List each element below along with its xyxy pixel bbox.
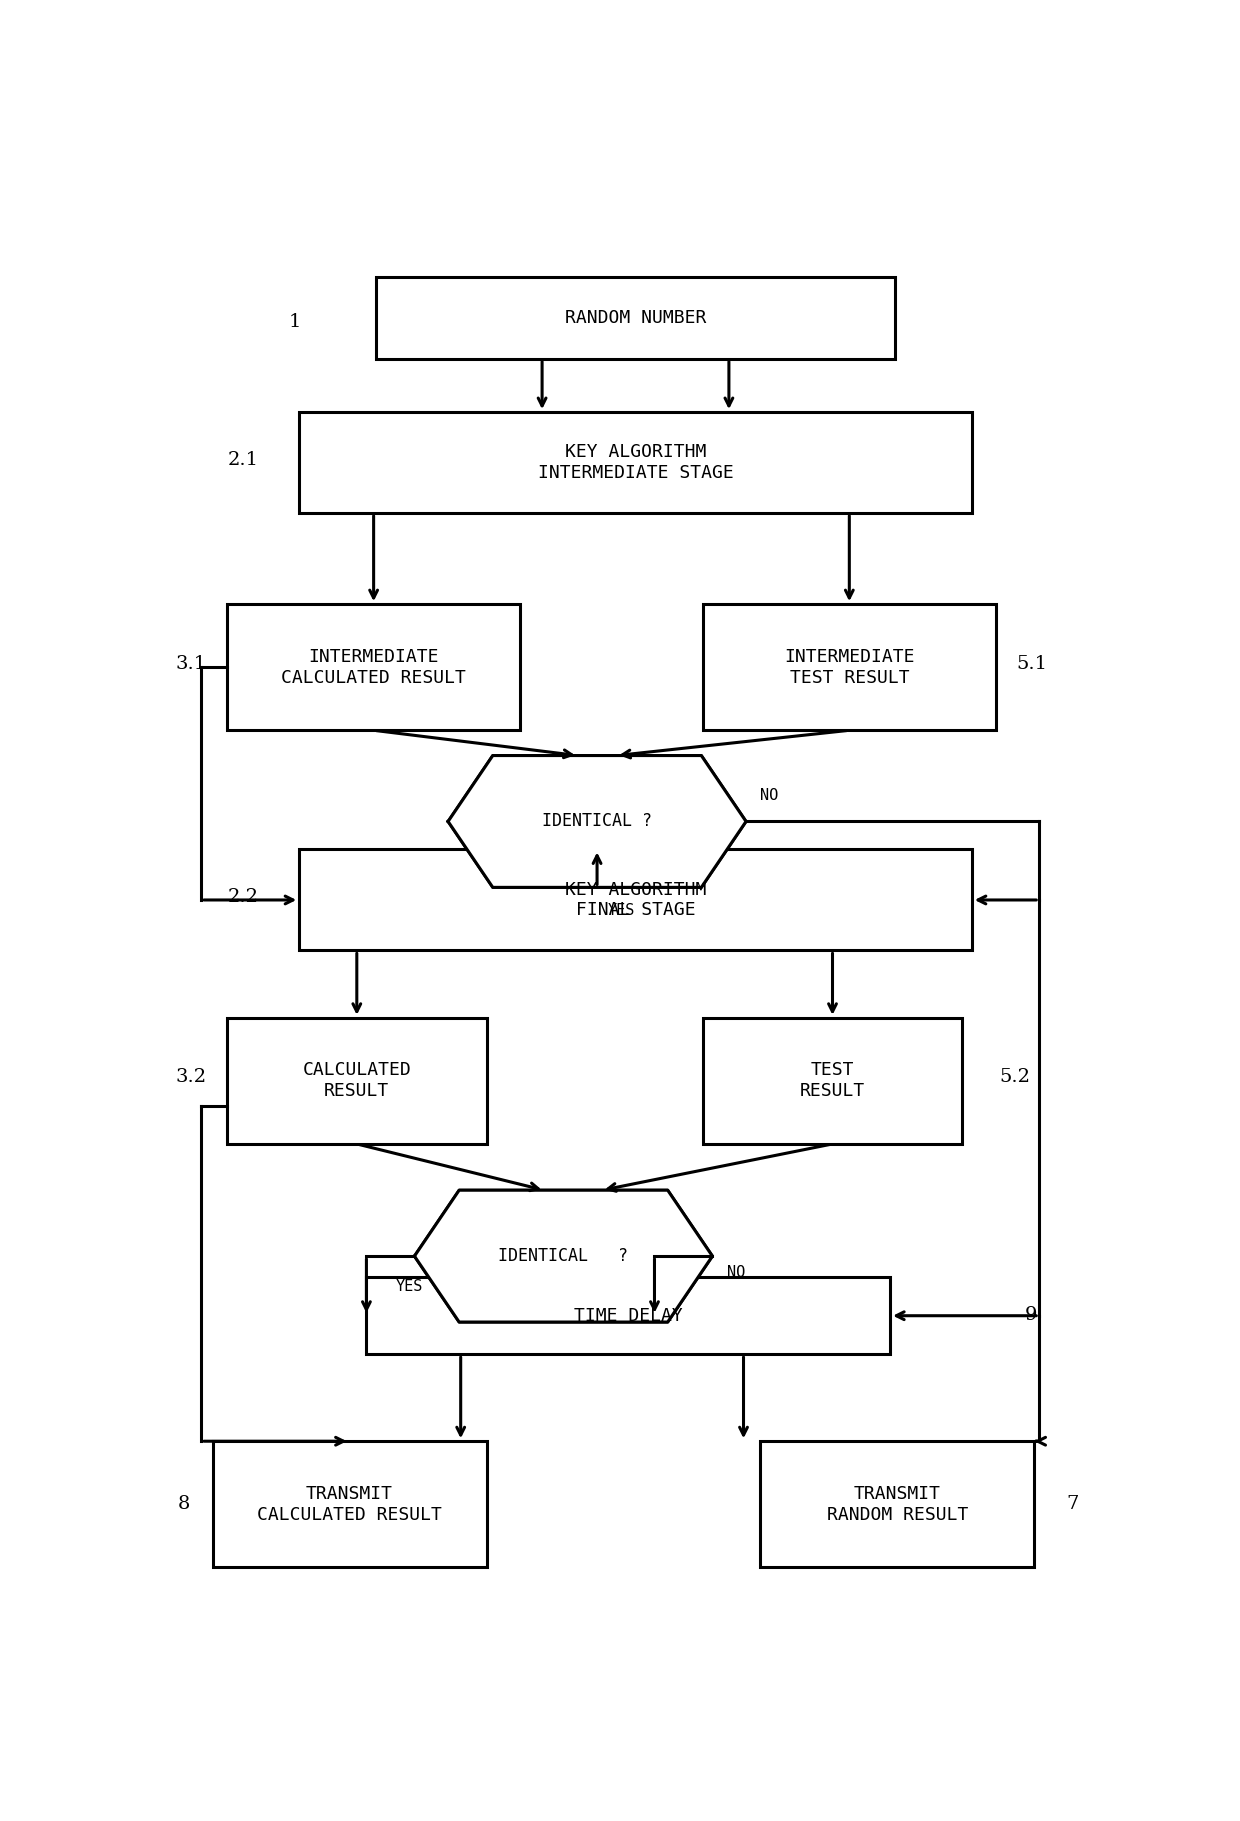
Bar bbox=[703, 605, 996, 730]
Polygon shape bbox=[414, 1191, 712, 1322]
Text: IDENTICAL   ?: IDENTICAL ? bbox=[498, 1247, 629, 1266]
Text: NO: NO bbox=[760, 788, 779, 803]
Text: 3.1: 3.1 bbox=[176, 656, 207, 674]
Text: INTERMEDIATE
TEST RESULT: INTERMEDIATE TEST RESULT bbox=[784, 648, 915, 687]
Text: 3.2: 3.2 bbox=[176, 1067, 207, 1085]
Text: 5.1: 5.1 bbox=[1016, 656, 1047, 674]
Text: INTERMEDIATE
CALCULATED RESULT: INTERMEDIATE CALCULATED RESULT bbox=[281, 648, 466, 687]
Bar bbox=[227, 605, 521, 730]
Text: KEY ALGORITHM
INTERMEDIATE STAGE: KEY ALGORITHM INTERMEDIATE STAGE bbox=[538, 443, 733, 483]
Text: 7: 7 bbox=[1066, 1495, 1079, 1513]
Text: NO: NO bbox=[727, 1266, 745, 1280]
Text: CALCULATED
RESULT: CALCULATED RESULT bbox=[303, 1062, 412, 1100]
Text: TIME DELAY: TIME DELAY bbox=[574, 1307, 683, 1324]
Bar bbox=[299, 849, 972, 951]
Bar bbox=[376, 277, 895, 359]
Bar bbox=[213, 1440, 486, 1568]
Text: 8: 8 bbox=[177, 1495, 190, 1513]
Bar bbox=[227, 1018, 486, 1144]
Text: TRANSMIT
RANDOM RESULT: TRANSMIT RANDOM RESULT bbox=[827, 1484, 968, 1524]
Text: IDENTICAL ?: IDENTICAL ? bbox=[542, 812, 652, 830]
Text: 9: 9 bbox=[1025, 1306, 1038, 1324]
Text: 2.1: 2.1 bbox=[228, 450, 259, 468]
Text: TRANSMIT
CALCULATED RESULT: TRANSMIT CALCULATED RESULT bbox=[257, 1484, 441, 1524]
Bar bbox=[703, 1018, 962, 1144]
Text: 2.2: 2.2 bbox=[228, 889, 259, 907]
Polygon shape bbox=[448, 756, 746, 887]
Text: TEST
RESULT: TEST RESULT bbox=[800, 1062, 866, 1100]
Bar bbox=[367, 1277, 890, 1355]
Text: 5.2: 5.2 bbox=[999, 1067, 1030, 1085]
Bar bbox=[760, 1440, 1034, 1568]
Text: 1: 1 bbox=[288, 313, 300, 331]
Bar bbox=[299, 412, 972, 514]
Text: YES: YES bbox=[608, 903, 635, 918]
Text: KEY ALGORITHM
FINAL STAGE: KEY ALGORITHM FINAL STAGE bbox=[564, 881, 707, 920]
Text: YES: YES bbox=[396, 1278, 423, 1295]
Text: RANDOM NUMBER: RANDOM NUMBER bbox=[564, 310, 707, 328]
